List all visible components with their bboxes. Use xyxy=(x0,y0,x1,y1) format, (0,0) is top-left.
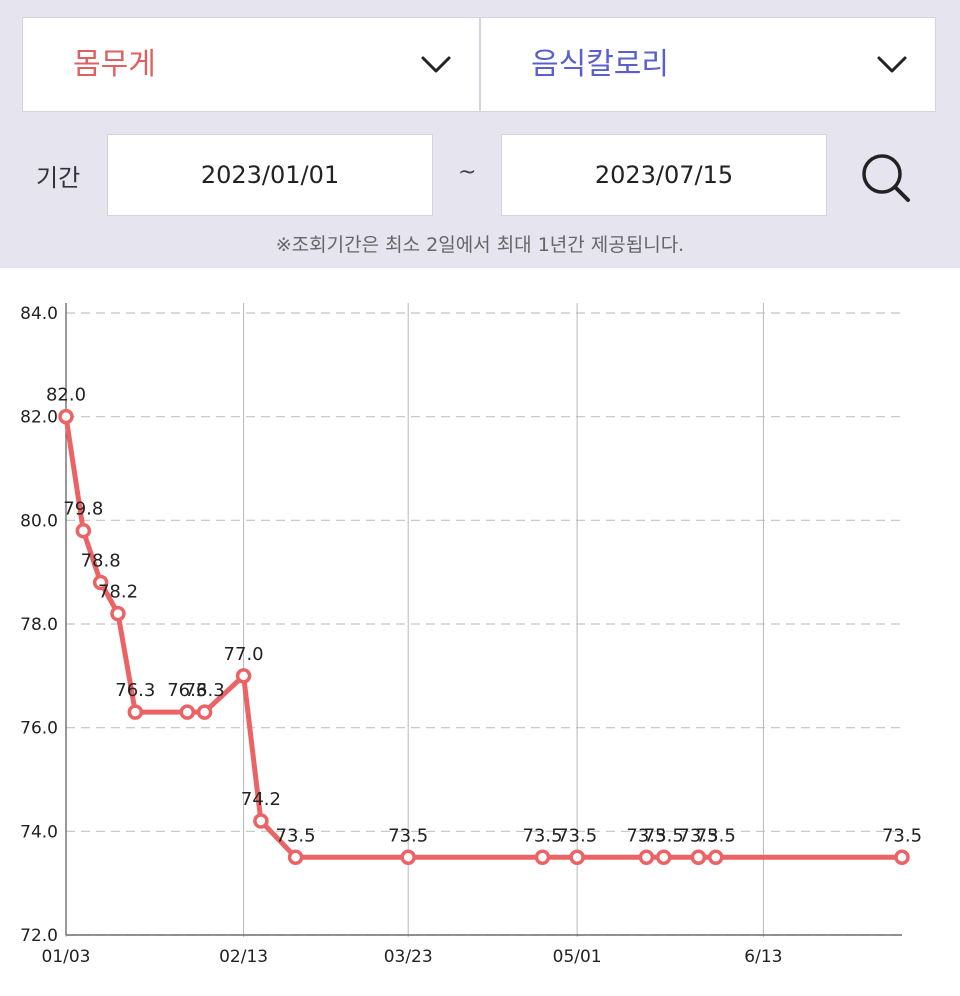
data-label: 73.5 xyxy=(626,825,666,846)
period-label: 기간 xyxy=(36,164,81,192)
data-point xyxy=(110,605,126,622)
data-point xyxy=(287,849,304,865)
data-label: 73.5 xyxy=(882,825,922,846)
metric-select-right-label: 음식칼로리 xyxy=(531,47,669,82)
y-tick-label: 82.0 xyxy=(20,408,58,428)
data-point xyxy=(127,704,144,720)
metric-select-left-label: 몸무게 xyxy=(73,47,156,82)
metric-select-left[interactable]: 몸무게 xyxy=(22,17,480,112)
metric-select-right[interactable]: 음식칼로리 xyxy=(480,17,936,112)
x-tick-label: 02/13 xyxy=(219,947,268,967)
x-tick-label: 03/23 xyxy=(384,947,433,967)
data-point xyxy=(235,668,252,684)
series-line xyxy=(63,414,905,860)
y-tick-label: 74.0 xyxy=(20,822,58,842)
weight-line-chart: 72.0 74.0 76.0 78.0 80.0 82.0 84.0 01/03 02/13 03… xyxy=(20,303,922,967)
start-date-field[interactable]: 2023/01/01 xyxy=(107,134,433,216)
data-point xyxy=(196,704,213,720)
data-label: 76.3 xyxy=(185,680,225,701)
data-point xyxy=(569,849,585,865)
data-label: 76.3 xyxy=(167,680,207,701)
chevron-down-icon xyxy=(421,56,451,73)
y-tick-label: 76.0 xyxy=(20,719,58,739)
data-point xyxy=(690,849,707,865)
data-label: 76.3 xyxy=(115,680,155,701)
y-tick-label: 80.0 xyxy=(20,511,58,531)
x-tick-label: 05/01 xyxy=(553,947,602,967)
data-label: 73.5 xyxy=(522,825,562,846)
data-point xyxy=(638,849,655,865)
data-label: 73.5 xyxy=(276,825,316,846)
x-tick-label: 6/13 xyxy=(744,947,782,967)
data-point xyxy=(179,704,196,720)
y-tick-label: 78.0 xyxy=(20,615,58,635)
search-icon[interactable] xyxy=(858,150,914,206)
data-point xyxy=(253,813,269,829)
data-label: 82.0 xyxy=(46,385,86,406)
data-label: 79.8 xyxy=(63,499,103,520)
data-point xyxy=(707,849,724,865)
chevron-down-icon xyxy=(877,56,907,73)
x-tick-label: 01/03 xyxy=(42,947,91,967)
data-point xyxy=(656,849,672,865)
filter-panel: 몸무게 음식칼로리 기간 2023/01/01 ~ 2023/07/15 ※조회… xyxy=(0,0,960,268)
data-point xyxy=(58,408,74,425)
data-label: 73.5 xyxy=(644,825,684,846)
data-label: 77.0 xyxy=(224,644,264,665)
y-tick-label: 72.0 xyxy=(20,926,58,946)
data-label: 73.5 xyxy=(388,825,428,846)
data-label: 78.8 xyxy=(81,551,121,572)
data-point xyxy=(92,574,109,591)
date-separator: ~ xyxy=(458,160,477,185)
end-date-field[interactable]: 2023/07/15 xyxy=(501,134,827,216)
data-label: 73.5 xyxy=(696,825,736,846)
data-label: 74.2 xyxy=(241,789,281,810)
y-tick-label: 84.0 xyxy=(20,304,58,324)
data-point xyxy=(894,849,910,865)
period-notice: ※조회기간은 최소 2일에서 최대 1년간 제공됩니다. xyxy=(275,234,685,256)
data-label: 73.5 xyxy=(557,825,597,846)
data-point xyxy=(75,522,92,539)
data-point xyxy=(534,849,551,865)
data-point xyxy=(400,849,416,865)
data-label: 73.5 xyxy=(678,825,718,846)
data-label: 78.2 xyxy=(98,582,138,603)
